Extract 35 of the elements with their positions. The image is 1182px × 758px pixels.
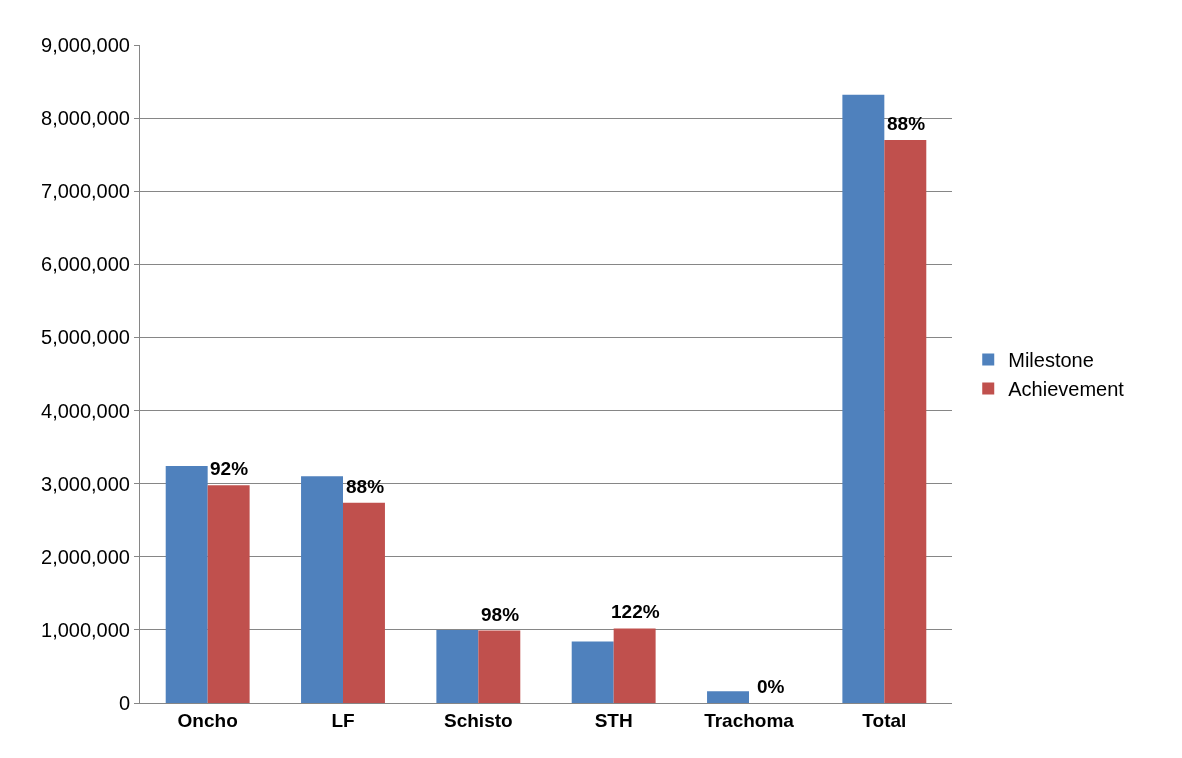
- bar: [842, 94, 885, 703]
- bar: [571, 641, 614, 703]
- bar: [613, 628, 656, 703]
- x-tick-label: Trachoma: [704, 709, 795, 731]
- legend-label: Milestone: [1008, 349, 1094, 372]
- x-tick-label: LF: [331, 709, 355, 731]
- x-tick-label: Schisto: [444, 709, 513, 731]
- bar: [207, 485, 250, 703]
- bar: [707, 691, 749, 703]
- legend-label: Achievement: [1008, 378, 1125, 401]
- annotation: 92%: [210, 458, 249, 479]
- bar: [301, 476, 343, 703]
- y-tick-label: 0: [118, 692, 130, 714]
- x-tick-label: Total: [862, 709, 907, 731]
- y-tick-label: 3,000,000: [41, 472, 130, 495]
- annotation: 98%: [481, 604, 520, 625]
- y-tick-label: 5,000,000: [41, 326, 130, 349]
- y-tick-label: 7,000,000: [41, 180, 130, 203]
- y-tick-label: 9,000,000: [41, 34, 130, 56]
- x-tick-label: STH: [594, 709, 633, 731]
- y-tick-label: 4,000,000: [41, 399, 130, 422]
- bar: [478, 630, 521, 703]
- bar: [165, 466, 208, 703]
- y-tick-label: 2,000,000: [41, 545, 130, 568]
- annotation: 0%: [757, 676, 785, 697]
- x-tick-label: Oncho: [177, 709, 238, 731]
- annotation: 122%: [611, 601, 660, 622]
- y-tick-label: 6,000,000: [41, 253, 130, 276]
- bar: [343, 502, 385, 703]
- y-tick-label: 8,000,000: [41, 107, 130, 130]
- bar: [436, 629, 479, 703]
- annotation: 88%: [887, 113, 926, 134]
- y-tick-label: 1,000,000: [41, 618, 130, 641]
- annotation: 88%: [346, 476, 385, 497]
- bar: [884, 140, 927, 703]
